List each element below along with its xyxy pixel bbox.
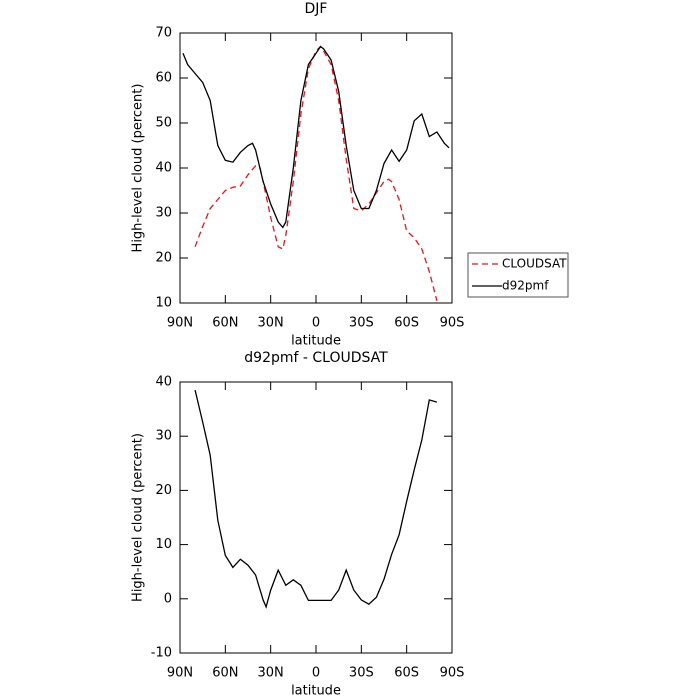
- x-tick-label: 90N: [167, 666, 193, 681]
- y-tick-label: 40: [155, 161, 172, 176]
- y-tick-label: 30: [155, 429, 172, 444]
- x-tick-label: 30N: [258, 666, 284, 681]
- series-line: [194, 45, 438, 301]
- legend-box: [467, 252, 569, 298]
- y-tick-label: 10: [155, 537, 172, 552]
- y-tick-label: 20: [155, 251, 172, 266]
- x-tick-label: 90N: [167, 316, 193, 331]
- y-tick-label: 30: [155, 206, 172, 221]
- x-tick-label: 0: [312, 666, 320, 681]
- x-tick-label: 60N: [212, 666, 238, 681]
- panel: DJF latitude High-level cloud (percent) 90N…: [131, 1, 569, 349]
- y-tick-label: 0: [164, 591, 172, 606]
- x-axis-label: latitude: [291, 334, 341, 349]
- legend: CLOUDSAT d92pmf: [467, 252, 569, 298]
- y-tick-label: 60: [155, 71, 172, 86]
- legend-label: d92pmf: [502, 279, 549, 293]
- x-tick-label: 30S: [349, 316, 374, 331]
- y-tick-label: 50: [155, 116, 172, 131]
- x-tick-label: 60S: [394, 316, 419, 331]
- x-tick-label: 30S: [349, 666, 374, 681]
- series-line: [194, 389, 438, 609]
- y-tick-label: 20: [155, 483, 172, 498]
- plot-frame: [179, 32, 453, 304]
- x-tick-label: 60S: [394, 666, 419, 681]
- legend-label: CLOUDSAT: [502, 257, 567, 271]
- chart-title: d92pmf - CLOUDSAT: [244, 350, 388, 366]
- y-axis-label: High-level cloud (percent): [131, 433, 146, 602]
- x-tick-label: 0: [312, 316, 320, 331]
- x-tick-label: 90S: [440, 666, 465, 681]
- y-tick-label: 40: [155, 375, 172, 390]
- series-line: [182, 45, 450, 229]
- x-tick-label: 90S: [440, 316, 465, 331]
- chart-title: DJF: [305, 1, 328, 17]
- plot-frame: [179, 381, 453, 654]
- x-axis-label: latitude: [291, 684, 341, 699]
- x-tick-label: 60N: [212, 316, 238, 331]
- panel: d92pmf - CLOUDSAT latitude High-level clou…: [131, 350, 465, 699]
- y-axis-label: High-level cloud (percent): [131, 84, 146, 253]
- y-tick-label: -10: [151, 646, 172, 661]
- y-tick-label: 10: [155, 296, 172, 311]
- x-tick-label: 30N: [258, 316, 284, 331]
- y-tick-label: 70: [155, 26, 172, 41]
